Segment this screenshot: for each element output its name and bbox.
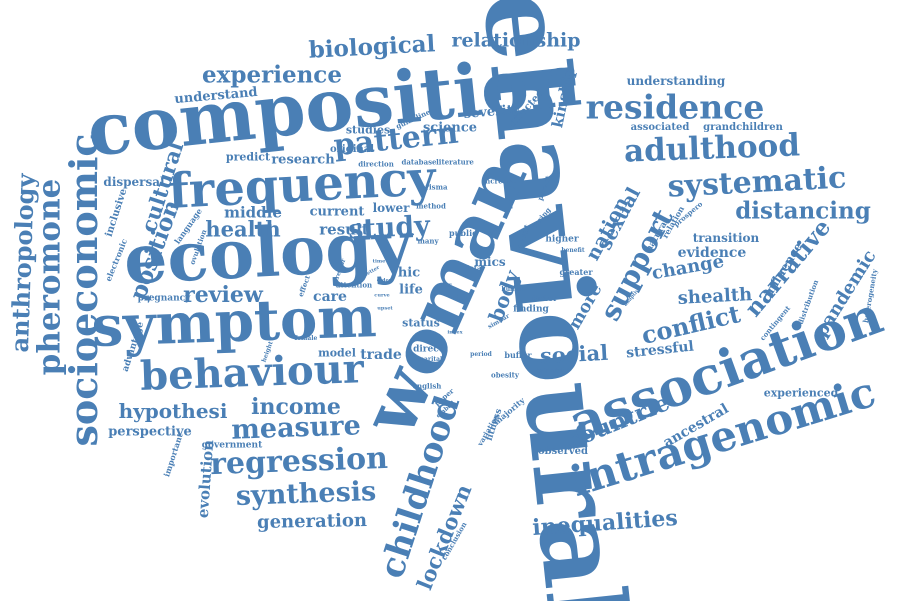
word: female xyxy=(294,335,318,342)
word: adulthood xyxy=(623,127,801,170)
word: health xyxy=(205,216,281,242)
word: literature xyxy=(436,157,474,167)
word: time xyxy=(372,258,386,265)
word: predict xyxy=(225,150,271,164)
word: observed xyxy=(537,446,589,457)
word: life xyxy=(399,282,423,298)
word: experienced xyxy=(763,386,839,400)
word: database xyxy=(401,157,437,167)
word: review xyxy=(183,282,263,308)
word: hic xyxy=(397,265,421,281)
word: shealth xyxy=(677,284,753,309)
word: socioeconomic xyxy=(61,133,106,447)
word: evidence xyxy=(677,245,747,261)
word: distancing xyxy=(735,197,871,225)
word: method xyxy=(416,201,446,211)
word: direct xyxy=(413,344,443,355)
word: hypothesi xyxy=(118,399,228,423)
word: marital xyxy=(417,356,443,363)
word: perspective xyxy=(108,424,192,440)
word: studies xyxy=(345,123,391,137)
word: research xyxy=(271,152,335,168)
word: public xyxy=(449,228,477,238)
word: index xyxy=(447,329,463,336)
word: middle xyxy=(224,203,282,222)
word: income xyxy=(251,394,341,420)
word: generation xyxy=(256,510,368,533)
word: finding xyxy=(513,304,549,315)
word: result xyxy=(319,220,369,239)
word: buffer xyxy=(504,350,532,360)
word: test xyxy=(455,293,471,303)
word: dispersal xyxy=(103,175,165,189)
word: associated xyxy=(630,122,690,133)
word: opposite xyxy=(536,365,570,375)
word: english xyxy=(412,381,442,391)
word: anthropology xyxy=(4,173,41,353)
word: upset xyxy=(377,305,393,312)
word: trade xyxy=(360,347,402,363)
word: lower xyxy=(372,201,410,215)
word: current xyxy=(309,204,365,220)
word: older xyxy=(376,277,392,284)
word: biological xyxy=(308,30,436,64)
word: human xyxy=(501,286,525,293)
word: pheromone xyxy=(31,178,68,376)
word: obesity xyxy=(491,370,519,380)
word: residence xyxy=(585,87,765,127)
word: mics xyxy=(474,255,506,269)
word: transition xyxy=(692,231,760,245)
word: period xyxy=(470,351,492,358)
word: grandchildren xyxy=(703,122,783,133)
word: model xyxy=(318,346,356,360)
word: government xyxy=(201,440,263,451)
word: relationship xyxy=(451,29,581,52)
word: greater xyxy=(559,267,593,277)
word: str xyxy=(440,280,452,290)
word: factor xyxy=(530,293,558,303)
word: science xyxy=(422,120,478,136)
word: experience xyxy=(202,61,342,89)
word: curve xyxy=(374,292,390,299)
word: increase xyxy=(482,176,516,186)
word: synthesis xyxy=(235,476,377,512)
word: many xyxy=(417,236,439,246)
word: data xyxy=(464,263,482,273)
word: direction xyxy=(358,159,394,169)
word: understanding xyxy=(626,74,726,88)
word: evolution xyxy=(193,439,218,519)
word: prisma xyxy=(420,182,448,192)
word: original xyxy=(329,144,375,155)
word: attention xyxy=(335,280,373,290)
word: social xyxy=(539,339,609,369)
word: pregnancy xyxy=(137,293,191,304)
word: higher xyxy=(545,234,579,245)
word: care xyxy=(313,289,347,305)
word: status xyxy=(402,316,440,330)
word: benefit xyxy=(561,247,585,254)
